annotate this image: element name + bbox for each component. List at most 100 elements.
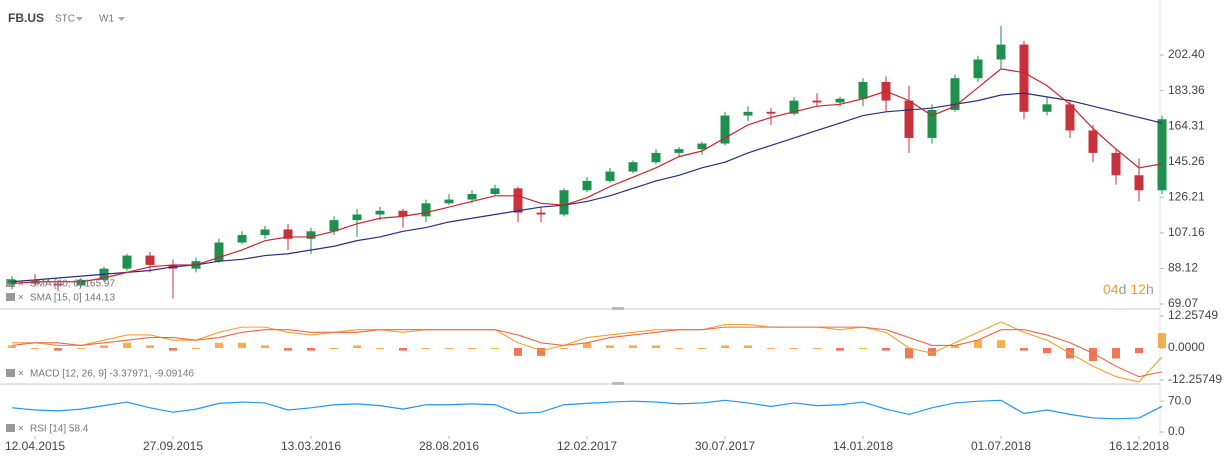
candle-body [835,98,845,103]
histogram-bar [997,340,1005,349]
candle-body [306,231,316,239]
candle-body [1065,104,1075,131]
histogram-bar [514,348,522,356]
remove-icon[interactable]: × [18,369,24,380]
histogram-bar [951,345,959,349]
y-tick-label: 145.26 [1168,154,1205,168]
interval[interactable]: W1 [99,14,114,25]
instrument-type[interactable]: STC [55,14,75,25]
histogram-bar [1043,348,1051,354]
histogram-bar [261,345,269,349]
bar-countdown: 04d 12h [1103,281,1154,297]
histogram-bar [744,345,752,349]
candle-body [1134,175,1144,191]
y-tick-label: 12.25749 [1168,308,1218,322]
candle-body [467,193,477,200]
legend-entry: RSI [14] 58.4 [30,424,89,435]
candle-body [950,78,960,110]
x-tick-label: 30.07.2017 [695,439,755,453]
histogram-bar [307,348,315,351]
histogram-bar [284,348,292,351]
indicator-icon[interactable] [6,369,15,377]
candle-body [628,162,638,172]
y-tick-label: 70.0 [1168,393,1192,407]
pane-resize-handle[interactable] [612,307,624,310]
candle-body [1111,152,1121,176]
dropdown-arrow[interactable] [76,17,83,21]
histogram-bar [31,348,39,350]
y-tick-label: 126.21 [1168,189,1205,203]
candle-body [1088,130,1098,153]
histogram-bar [146,345,154,349]
histogram-bar [905,348,913,359]
indicator-line [11,92,1163,283]
x-tick-label: 27.09.2015 [143,439,203,453]
candle-body [1042,104,1052,112]
candle-body [605,171,615,181]
candle-body [536,212,546,215]
y-tick-label: 88.12 [1168,261,1198,275]
histogram-bar [376,348,384,350]
indicator-icon[interactable] [6,293,15,301]
histogram-bar [560,348,568,350]
countdown-part: 12 [1130,281,1146,297]
histogram-bar [813,348,821,350]
countdown-part: h [1146,281,1154,297]
indicator-line [11,68,1163,285]
candle-body [76,279,86,286]
histogram-bar [675,348,683,350]
y-tick-label: 164.31 [1168,118,1205,132]
dropdown-arrow[interactable] [118,17,125,21]
remove-icon[interactable]: × [18,424,24,435]
pane-resize-handle[interactable] [612,382,624,385]
histogram-bar [353,345,361,349]
candle-body [651,152,661,163]
candle-body [214,242,224,262]
y-tick-label: 69.07 [1168,296,1198,310]
candle-body [513,188,523,213]
y-tick-label: 0.0000 [1168,340,1205,354]
x-tick-label: 28.08.2016 [419,439,479,453]
remove-icon[interactable]: × [18,293,24,304]
candle-body [352,214,362,221]
histogram-bar [1158,333,1166,349]
histogram-bar [123,342,131,349]
y-tick-label: 202.40 [1168,47,1205,61]
histogram-bar [445,348,453,350]
histogram-bar [652,345,660,349]
indicator-line [11,326,1163,378]
countdown-part: d [1119,281,1127,297]
histogram-bar [77,348,85,350]
histogram-bar [1020,348,1028,351]
symbol[interactable]: FB.US [8,11,44,25]
histogram-bar [54,348,62,351]
candle-body [743,111,753,116]
candle-body [283,229,293,239]
x-tick-label: 01.07.2018 [971,439,1031,453]
candle-body [789,100,799,114]
candle-body [697,143,707,150]
x-tick-label: 16.12.2018 [1109,439,1169,453]
candle-body [122,255,132,269]
candle-body [145,255,155,265]
histogram-bar [606,345,614,349]
remove-icon[interactable]: × [18,279,24,290]
histogram-bar [1089,348,1097,362]
histogram-bar [100,345,108,349]
histogram-bar [629,345,637,349]
candle-body [237,235,247,243]
candle-body [1157,119,1167,191]
histogram-bar [330,348,338,350]
candle-body [444,199,454,204]
x-tick-label: 13.03.2016 [281,439,341,453]
histogram-bar [790,348,798,350]
indicator-icon[interactable] [6,424,15,432]
indicator-line [12,321,1163,383]
histogram-bar [468,348,476,350]
candle-body [329,220,339,232]
legend-entry: SMA [15, 0] 144.13 [30,293,115,304]
x-tick-label: 14.01.2018 [833,439,893,453]
histogram-bar [721,345,729,349]
histogram-bar [974,340,982,349]
